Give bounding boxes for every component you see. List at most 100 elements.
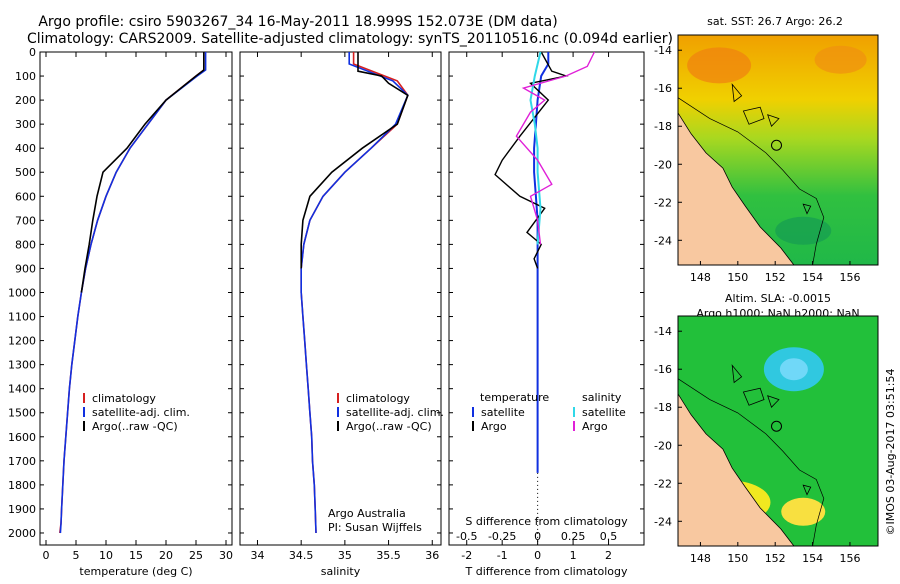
diff-sal-satellite bbox=[529, 51, 542, 245]
depth-tick-label: 200 bbox=[15, 94, 36, 107]
diff-sal-legend-0-label: satellite bbox=[582, 406, 626, 419]
temperature-xtick-label: 20 bbox=[159, 549, 173, 562]
sla-lon-tick-label: 148 bbox=[690, 552, 711, 565]
credit-pi: PI: Susan Wijffels bbox=[328, 521, 422, 534]
sst-lat-tick-label: -20 bbox=[654, 158, 672, 171]
s-diff-label: S difference from climatology bbox=[465, 515, 628, 528]
temperature-xtick-label: 25 bbox=[189, 549, 203, 562]
temperature-frame bbox=[39, 51, 233, 546]
sst-map-title: sat. SST: 26.7 Argo: 26.2 bbox=[707, 15, 843, 28]
t-diff-xlabel: T difference from climatology bbox=[465, 565, 628, 578]
depth-tick-label: 1400 bbox=[8, 383, 36, 396]
s-diff-tick-label: 0.5 bbox=[600, 530, 618, 543]
temp-series-argo bbox=[80, 52, 205, 293]
salinity-xtick-label: 36 bbox=[425, 549, 439, 562]
depth-tick-label: 1300 bbox=[8, 359, 36, 372]
sal-legend-2-label: Argo(..raw -QC) bbox=[346, 420, 432, 433]
sla-lon-tick-label: 150 bbox=[727, 552, 748, 565]
imos-timestamp: ©IMOS 03-Aug-2017 03:51:54 bbox=[884, 369, 897, 536]
salinity-xtick-label: 35 bbox=[338, 549, 352, 562]
credit-argo-australia: Argo Australia bbox=[328, 507, 406, 520]
sla-argo-position-marker bbox=[771, 420, 783, 432]
s-diff-tick-label: -0.5 bbox=[456, 530, 477, 543]
salinity-xtick-label: 34.5 bbox=[289, 549, 314, 562]
temperature-xtick-label: 15 bbox=[129, 549, 143, 562]
sla-high-patch bbox=[781, 497, 826, 526]
sla-land bbox=[678, 393, 794, 546]
diff-temp-legend-1-label: Argo bbox=[481, 420, 507, 433]
depth-tick-label: 300 bbox=[15, 118, 36, 131]
salinity-xlabel: salinity bbox=[321, 565, 361, 578]
sst-map-frame bbox=[677, 34, 879, 266]
difference-xtick-label: 2 bbox=[605, 549, 612, 562]
sst-lat-tick-label: -24 bbox=[654, 234, 672, 247]
depth-tick-label: 1200 bbox=[8, 335, 36, 348]
sla-lat-tick-label: -16 bbox=[654, 363, 672, 376]
difference-xtick-label: 0 bbox=[534, 549, 541, 562]
depth-tick-label: 700 bbox=[15, 214, 36, 227]
sst-lon-tick-label: 154 bbox=[802, 271, 823, 284]
diff-temp-head: temperature bbox=[480, 391, 549, 404]
depth-tick-label: 2000 bbox=[8, 527, 36, 540]
sst-reef-outline bbox=[731, 83, 743, 103]
sst-lat-tick-label: -18 bbox=[654, 120, 672, 133]
temperature-xtick-label: 30 bbox=[219, 549, 233, 562]
sst-lon-tick-label: 152 bbox=[765, 271, 786, 284]
sst-warm-patch bbox=[814, 45, 867, 74]
depth-tick-label: 500 bbox=[15, 166, 36, 179]
sla-lat-tick-label: -24 bbox=[654, 515, 672, 528]
sla-reef-outline bbox=[731, 364, 743, 384]
difference-xtick-label: -1 bbox=[497, 549, 508, 562]
diff-temp-satellite bbox=[533, 52, 550, 473]
sst-land bbox=[678, 112, 794, 265]
sla-lon-tick-label: 154 bbox=[802, 552, 823, 565]
salinity-panel: 34 34.5 35 35.5 36 salinity climatologysatelli… bbox=[239, 51, 444, 578]
sla-lon-tick-label: 156 bbox=[839, 552, 860, 565]
depth-tick-label: 1500 bbox=[8, 407, 36, 420]
diff-temp-legend-0-label: satellite bbox=[481, 406, 525, 419]
depth-tick-label: 1800 bbox=[8, 479, 36, 492]
depth-tick-label: 100 bbox=[15, 70, 36, 83]
sla-reef-outline bbox=[802, 484, 812, 496]
sla-lat-tick-label: -18 bbox=[654, 401, 672, 414]
salinity-xtick-label: 34 bbox=[250, 549, 264, 562]
depth-tick-label: 900 bbox=[15, 262, 36, 275]
temperature-xtick-label: 0 bbox=[43, 549, 50, 562]
sla-lat-tick-label: -14 bbox=[654, 325, 672, 338]
sla-reef-outline bbox=[767, 395, 780, 408]
temp-legend-2-label: Argo(..raw -QC) bbox=[92, 420, 178, 433]
sst-shelf-contour bbox=[678, 97, 825, 265]
sal-series-argo bbox=[300, 52, 409, 269]
sst-reef-outline bbox=[767, 114, 780, 127]
salinity-frame bbox=[239, 51, 442, 546]
sla-lon-tick-label: 152 bbox=[765, 552, 786, 565]
sla-map-body bbox=[678, 316, 878, 546]
sst-map: sat. SST: 26.7 Argo: 26.2 -14 -16 -18 -20 -22… bbox=[654, 15, 879, 284]
sst-lon-tick-label: 150 bbox=[727, 271, 748, 284]
sst-argo-position-marker bbox=[771, 139, 783, 151]
salinity-xtick-label: 35.5 bbox=[376, 549, 401, 562]
depth-tick-label: 1900 bbox=[8, 503, 36, 516]
sal-legend-1-label: satellite-adj. clim. bbox=[346, 406, 444, 419]
temperature-xtick-label: 5 bbox=[73, 549, 80, 562]
s-diff-tick-label: 0 bbox=[534, 530, 541, 543]
figure-title-line2: Climatology: CARS2009. Satellite-adjuste… bbox=[27, 31, 673, 47]
sst-lon-tick-label: 156 bbox=[839, 271, 860, 284]
depth-tick-label: 1700 bbox=[8, 455, 36, 468]
sst-lat-tick-label: -22 bbox=[654, 196, 672, 209]
sla-lat-tick-label: -20 bbox=[654, 439, 672, 452]
diff-sal-legend-1-label: Argo bbox=[582, 420, 608, 433]
temperature-panel: 0100200300400500600700800900100011001200… bbox=[8, 46, 233, 578]
depth-tick-label: 800 bbox=[15, 238, 36, 251]
sla-coastline bbox=[678, 393, 795, 546]
sst-cool-patch bbox=[775, 216, 832, 245]
temp-legend-1-label: satellite-adj. clim. bbox=[92, 406, 190, 419]
difference-xtick-label: -2 bbox=[461, 549, 472, 562]
sla-shelf-contour bbox=[678, 378, 825, 546]
sla-lat-tick-label: -22 bbox=[654, 477, 672, 490]
sst-coastline bbox=[678, 112, 795, 265]
depth-tick-label: 600 bbox=[15, 190, 36, 203]
difference-panel: -2 -1 0 1 2 -0.5 -0.25 0 0.25 0.5 S difference fro… bbox=[448, 51, 645, 578]
depth-tick-label: 1100 bbox=[8, 311, 36, 324]
